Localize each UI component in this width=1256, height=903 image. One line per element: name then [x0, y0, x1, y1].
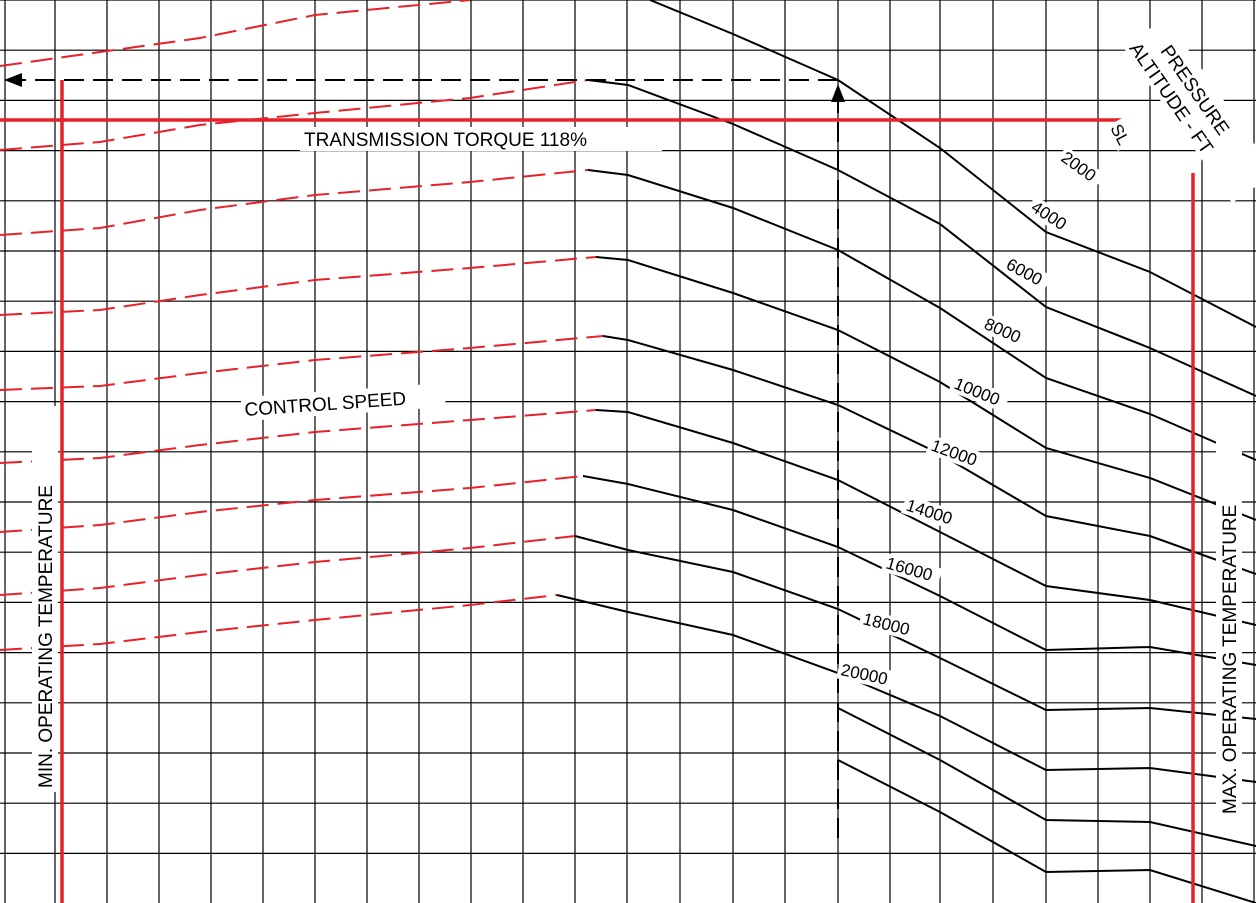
altitude-label-14000: 14000	[904, 496, 955, 529]
altitude-curve-20000	[837, 759, 1256, 903]
altitude-curve-6000	[595, 256, 1256, 521]
example-arrowhead-left	[4, 73, 22, 87]
altitude-curve-2000	[587, 79, 1256, 397]
control-speed-curve	[0, 594, 558, 651]
control-speed-curve	[0, 409, 597, 464]
control-speed-curve	[0, 0, 471, 67]
altitude-label-bg	[948, 372, 1011, 413]
altitude-label-group: SL	[1105, 118, 1135, 152]
control-speed-curve	[0, 169, 589, 236]
min-temp-label: MIN. OPERATING TEMPERATURE	[36, 485, 57, 788]
max-temp-bg	[1216, 426, 1242, 818]
altitude-label-bg	[925, 434, 988, 473]
altitude-curve-4000	[587, 169, 1256, 461]
example-arrowhead-up	[831, 84, 845, 102]
control-speed-curves	[0, 0, 604, 651]
control-speed-curve	[0, 256, 597, 316]
altitude-label-bg	[1105, 118, 1135, 152]
control-speed-bg	[240, 383, 446, 422]
altitude-curve-18000	[837, 707, 1256, 847]
altitude-label-group: 18000	[858, 608, 920, 642]
min-temp-group: MIN. OPERATING TEMPERATURE	[32, 406, 58, 792]
control-speed-curve	[0, 335, 604, 391]
altitude-labels: SL20004000600080001000012000140001600018…	[836, 118, 1135, 691]
control-speed-curve	[0, 535, 576, 596]
max-temp-group: MAX. OPERATING TEMPERATURE	[1216, 426, 1242, 818]
torque-label-bg	[300, 127, 662, 151]
altitude-label-group: 6000	[1000, 253, 1052, 293]
transmission-torque-label: TRANSMISSION TORQUE 118%	[304, 130, 587, 151]
altitude-label-group: 8000	[978, 313, 1031, 350]
altitude-label-18000: 18000	[861, 609, 911, 639]
min-temp-bg	[32, 406, 58, 792]
altitude-label-group: 12000	[925, 434, 988, 473]
altitude-label-bg	[858, 608, 920, 642]
altitude-label-bg	[836, 659, 898, 691]
altitude-curve-sl	[649, 0, 1256, 328]
example-path	[4, 73, 845, 838]
altitude-curve-8000	[602, 335, 1256, 575]
pressure-altitude-group: PRESSURE ALTITUDE - FT	[1123, 17, 1256, 203]
altitude-label-group: 14000	[900, 494, 963, 531]
altitude-curve-16000	[556, 594, 1256, 783]
altitude-label-bg	[1055, 146, 1106, 190]
altitude-curve-10000	[595, 409, 1256, 626]
limit-lines	[0, 80, 1195, 903]
control-speed-curve	[0, 475, 584, 533]
altitude-label-bg	[900, 494, 963, 531]
altitude-label-bg	[978, 313, 1031, 350]
control-speed-group: CONTROL SPEED	[240, 383, 446, 422]
altitude-label-bg	[881, 552, 943, 588]
control-speed-label: CONTROL SPEED	[244, 389, 407, 421]
altitude-label-8000: 8000	[981, 314, 1023, 347]
pressure-altitude-bg	[1123, 17, 1256, 203]
altitude-label-bg	[1000, 253, 1052, 293]
altitude-label-bg	[1025, 195, 1076, 238]
altitude-curves	[556, 0, 1256, 903]
altitude-label-6000: 6000	[1003, 255, 1045, 290]
max-temp-label: MAX. OPERATING TEMPERATURE	[1220, 505, 1241, 814]
altitude-label-group: 4000	[1025, 195, 1076, 238]
altitude-label-12000: 12000	[929, 436, 980, 470]
